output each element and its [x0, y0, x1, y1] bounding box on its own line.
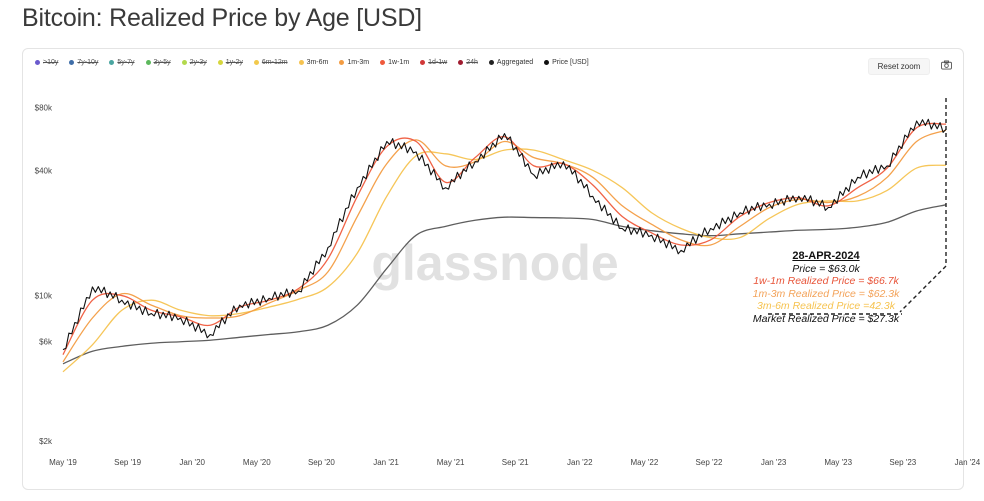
- legend-item-price-usd-[interactable]: Price [USD]: [544, 59, 589, 66]
- legend-item-3y-5y[interactable]: 3y-5y: [145, 59, 171, 66]
- legend-dot-icon: [339, 60, 345, 65]
- legend-item-aggregated[interactable]: Aggregated: [488, 59, 534, 66]
- legend-dot-icon: [380, 60, 386, 65]
- legend-label: Price [USD]: [552, 59, 589, 66]
- x-tick-label: Sep '23: [889, 458, 916, 467]
- legend-label: Aggregated: [496, 59, 534, 66]
- legend-dot-icon: [458, 60, 464, 65]
- x-tick-label: May '21: [437, 458, 465, 467]
- legend-label: 2y-3y: [189, 59, 207, 66]
- series-line-1m-3m: [62, 129, 947, 363]
- legend-dot-icon: [420, 60, 426, 65]
- legend-label: 1y-2y: [225, 59, 243, 66]
- series-line-aggregated: [62, 204, 947, 365]
- x-tick-label: Jan '22: [567, 458, 593, 467]
- x-tick-label: Sep '21: [502, 458, 529, 467]
- legend-label: 1m-3m: [347, 59, 370, 66]
- series-line-price-usd: [62, 118, 947, 351]
- legend-label: 1d-1w: [428, 59, 448, 66]
- legend-label: >10y: [43, 59, 59, 66]
- legend-label: 1w-1m: [388, 59, 410, 66]
- legend: >10y 7y-10y 5y-7y 3y-5y 2y-3y 1y-2y 6m-12m 3m-6…: [35, 59, 600, 66]
- legend-label: 6m-12m: [261, 59, 288, 66]
- legend-dot-icon: [181, 60, 187, 65]
- legend-item--10y[interactable]: >10y: [35, 59, 58, 66]
- legend-label: 7y-10y: [77, 59, 99, 66]
- x-tick-label: May '22: [631, 458, 659, 467]
- annotation-3m-6m: 3m-6m Realized Price =42.3k: [756, 300, 896, 313]
- x-tick-label: Jan '20: [179, 458, 205, 467]
- annotation-date: 28-APR-2024: [792, 250, 860, 262]
- legend-dot-icon: [253, 60, 259, 65]
- legend-dot-icon: [544, 60, 550, 65]
- x-tick-label: May '19: [49, 458, 77, 467]
- x-tick-label: May '20: [243, 458, 271, 467]
- legend-item-1y-2y[interactable]: 1y-2y: [217, 59, 243, 66]
- legend-item-7y-10y[interactable]: 7y-10y: [69, 59, 98, 66]
- y-tick-label: $2k: [39, 437, 53, 446]
- legend-dot-icon: [69, 60, 75, 65]
- x-tick-label: Jan '23: [761, 458, 787, 467]
- legend-label: 3m-6m: [306, 59, 329, 66]
- legend-dot-icon: [109, 60, 115, 65]
- legend-dot-icon: [298, 60, 304, 65]
- page-title: Bitcoin: Realized Price by Age [USD]: [22, 4, 422, 32]
- legend-label: 3y-5y: [153, 59, 171, 66]
- legend-item-5y-7y[interactable]: 5y-7y: [109, 59, 135, 66]
- reset-zoom-button[interactable]: Reset zoom: [868, 58, 930, 75]
- annotation-box: 28-APR-2024 Price = $63.0k 1w-1m Realize…: [716, 250, 936, 326]
- legend-item-1d-1w[interactable]: 1d-1w: [420, 59, 447, 66]
- y-tick-label: $40k: [35, 166, 53, 175]
- legend-label: 5y-7y: [117, 59, 135, 66]
- x-tick-label: Sep '20: [308, 458, 335, 467]
- x-tick-label: Sep '19: [114, 458, 141, 467]
- x-tick-label: Jan '24: [955, 458, 981, 467]
- legend-item-6m-12m[interactable]: 6m-12m: [253, 59, 288, 66]
- annotation-1w-1m: 1w-1m Realized Price = $66.7k: [753, 275, 899, 288]
- annotation-market: Market Realized Price = $27.3k: [752, 312, 900, 325]
- chart-panel: >10y 7y-10y 5y-7y 3y-5y 2y-3y 1y-2y 6m-12m 3m-6…: [22, 48, 964, 490]
- y-tick-label: $80k: [35, 104, 53, 113]
- annotation-leader-line: [899, 98, 947, 313]
- watermark: glassnode: [371, 235, 618, 291]
- camera-icon[interactable]: [941, 60, 952, 70]
- legend-item-3m-6m[interactable]: 3m-6m: [298, 59, 329, 66]
- annotation-1m-3m: 1m-3m Realized Price = $62.3k: [752, 287, 900, 300]
- series-line-1w-1m: [62, 122, 947, 355]
- y-tick-label: $10k: [35, 292, 53, 301]
- x-tick-label: May '23: [824, 458, 852, 467]
- legend-label: 24h: [466, 59, 478, 66]
- legend-dot-icon: [488, 60, 494, 65]
- legend-item-2y-3y[interactable]: 2y-3y: [181, 59, 207, 66]
- x-tick-label: Jan '21: [373, 458, 399, 467]
- legend-item-1w-1m[interactable]: 1w-1m: [380, 59, 409, 66]
- y-tick-label: $6k: [39, 338, 53, 347]
- legend-dot-icon: [217, 60, 223, 65]
- x-tick-label: Sep '22: [696, 458, 723, 467]
- annotation-price: Price = $63.0k: [792, 262, 860, 275]
- legend-dot-icon: [145, 60, 151, 65]
- legend-item-1m-3m[interactable]: 1m-3m: [339, 59, 369, 66]
- legend-dot-icon: [35, 60, 40, 65]
- series-line-3m-6m: [62, 148, 947, 373]
- legend-item-24h[interactable]: 24h: [458, 59, 478, 66]
